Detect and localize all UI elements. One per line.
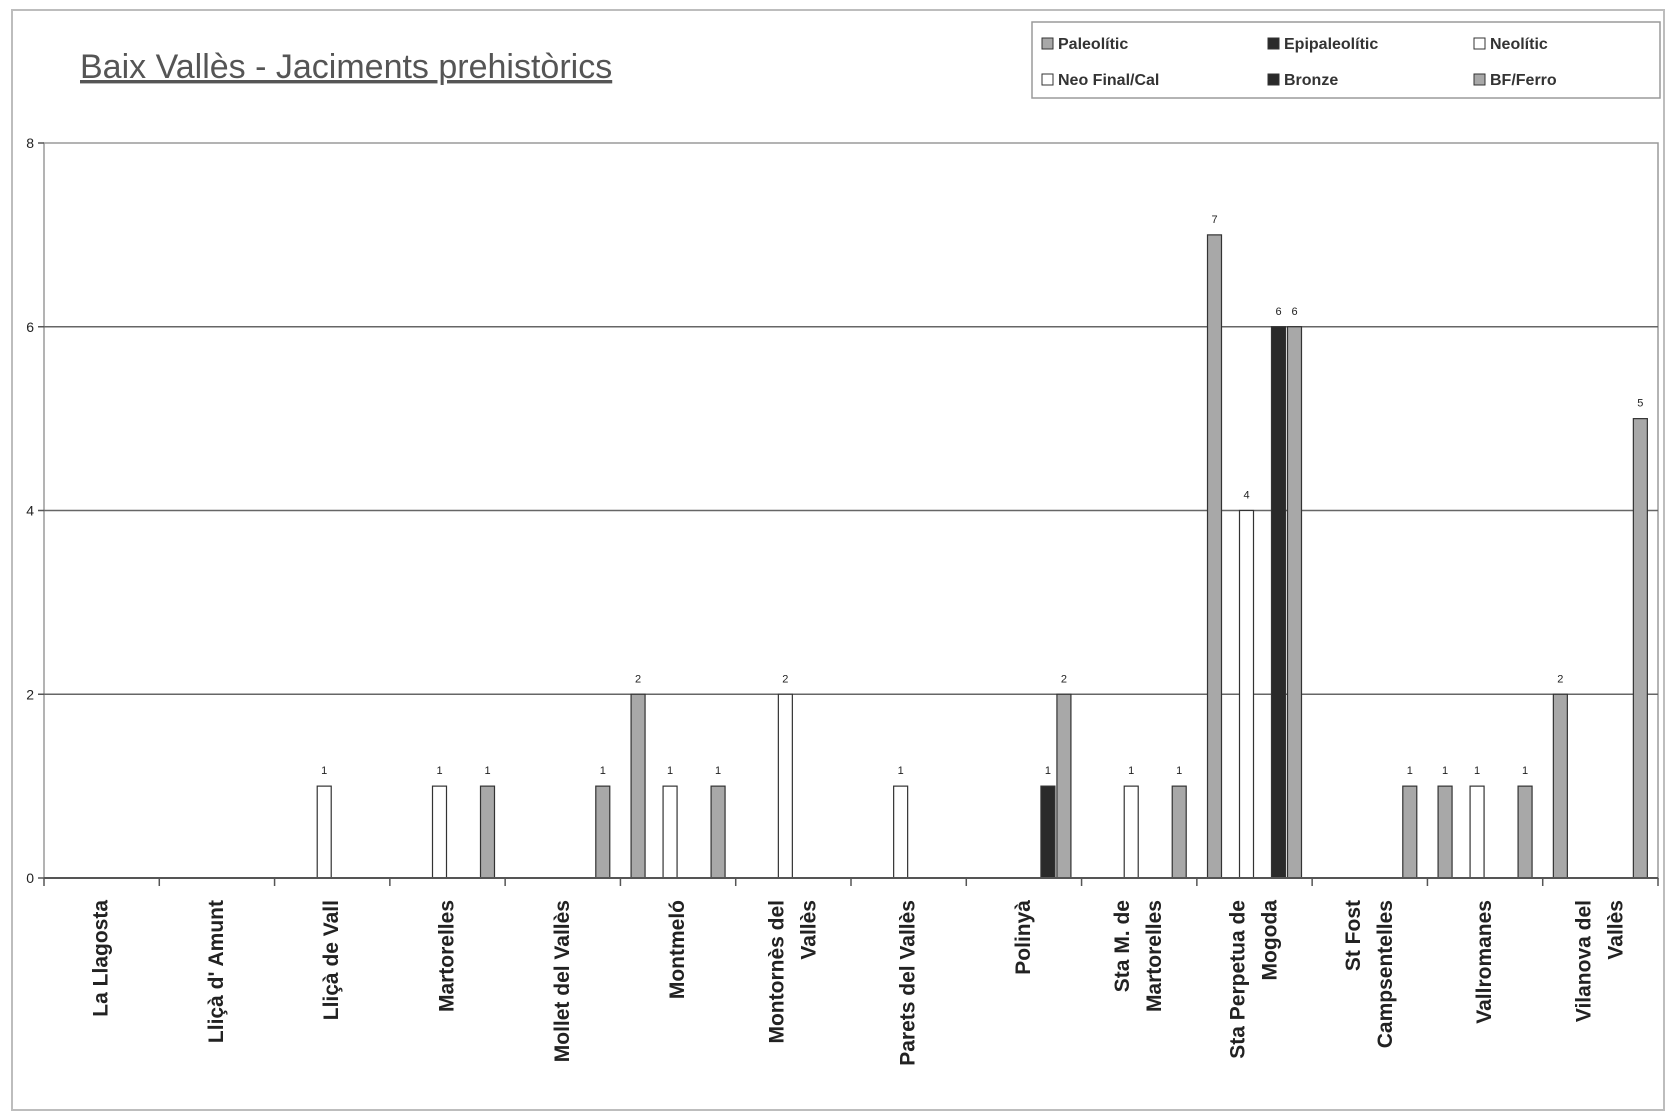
- value-label-2-9: 1: [1128, 765, 1134, 777]
- legend-swatch-4: [1267, 73, 1280, 86]
- value-label-5-3: 1: [484, 765, 490, 777]
- legend-swatch-1: [1267, 37, 1280, 50]
- legend-swatch-0: [1041, 37, 1054, 50]
- value-label-2-7: 1: [898, 765, 904, 777]
- value-label-2-3: 1: [436, 765, 442, 777]
- legend-label-5: BF/Ferro: [1490, 72, 1557, 89]
- y-tick-label-6: 6: [26, 319, 34, 335]
- category-label-4-0: Mollet del Vallès: [551, 900, 574, 1062]
- bar-0-12: [1437, 785, 1453, 879]
- bar-4-10: [1270, 326, 1287, 879]
- bar-5-3: [479, 785, 496, 879]
- legend-swatch-2: [1473, 37, 1486, 50]
- category-label-1-0: Lliçà d' Amunt: [205, 900, 228, 1043]
- category-label-8-0: Polinyà: [1012, 900, 1035, 975]
- value-label-4-8: 1: [1045, 765, 1051, 777]
- value-label-0-10: 7: [1211, 214, 1217, 226]
- legend-label-0: Paleolític: [1058, 36, 1128, 53]
- bar-5-10: [1286, 326, 1303, 879]
- category-label-12-0: Vallromanes: [1473, 900, 1496, 1024]
- bar-5-4: [595, 785, 611, 879]
- category-label-10-0: Sta Perpetua de: [1227, 900, 1250, 1059]
- value-label-0-12: 1: [1442, 765, 1448, 777]
- y-tick-label-4: 4: [26, 503, 34, 519]
- category-label-10-1: Mogoda: [1259, 900, 1282, 981]
- legend: Paleolític Epipaleolític Neolític Neo Final…: [1031, 21, 1661, 99]
- legend-box: [1031, 21, 1661, 99]
- legend-label-1: Epipaleolític: [1284, 36, 1378, 53]
- bar-2-5: [662, 785, 678, 879]
- bar-2-9: [1123, 785, 1139, 879]
- legend-swatch-5: [1473, 73, 1486, 86]
- category-label-13-0: Vilanova del: [1572, 900, 1595, 1022]
- legend-label-3: Neo Final/Cal: [1058, 72, 1159, 89]
- category-label-13-1: Vallès: [1604, 900, 1627, 960]
- value-label-2-5: 1: [667, 765, 673, 777]
- bar-5-9: [1171, 785, 1187, 879]
- legend-label-4: Bronze: [1284, 72, 1338, 89]
- value-label-5-4: 1: [600, 765, 606, 777]
- value-label-5-12: 1: [1522, 765, 1528, 777]
- legend-label-2: Neolític: [1490, 36, 1548, 53]
- value-label-2-10: 4: [1243, 490, 1249, 502]
- category-label-2-0: Lliçà de Vall: [320, 900, 343, 1020]
- chart-title: Baix Vallès - Jaciments prehistòrics: [80, 48, 612, 86]
- bar-4-8: [1040, 785, 1056, 879]
- bar-2-6: [777, 693, 793, 879]
- value-label-5-9: 1: [1176, 765, 1182, 777]
- legend-swatch-3: [1041, 73, 1054, 86]
- category-label-7-0: Parets del Vallès: [897, 900, 920, 1066]
- category-label-3-0: Martorelles: [436, 900, 459, 1012]
- value-label-5-5: 1: [715, 765, 721, 777]
- category-label-9-1: Martorelles: [1143, 900, 1166, 1012]
- value-label-2-2: 1: [321, 765, 327, 777]
- bar-5-12: [1517, 785, 1533, 879]
- bar-0-5: [630, 693, 646, 879]
- value-label-0-5: 2: [635, 673, 641, 685]
- value-label-2-12: 1: [1474, 765, 1480, 777]
- category-label-6-1: Vallès: [797, 900, 820, 960]
- category-label-5-0: Montmeló: [666, 900, 689, 999]
- y-tick-label-0: 0: [26, 870, 34, 886]
- y-tick-label-2: 2: [26, 686, 34, 702]
- bar-2-2: [316, 785, 332, 879]
- value-label-0-13: 2: [1557, 673, 1563, 685]
- bar-2-10: [1238, 509, 1255, 879]
- value-label-5-10: 6: [1291, 306, 1297, 318]
- bar-5-8: [1056, 693, 1072, 879]
- value-label-5-8: 2: [1061, 673, 1067, 685]
- bar-2-7: [893, 785, 909, 879]
- bar-2-3: [431, 785, 448, 879]
- category-label-9-0: Sta M. de: [1111, 900, 1134, 992]
- category-label-0-0: La Llagosta: [90, 900, 113, 1017]
- value-label-4-10: 6: [1275, 306, 1281, 318]
- bar-0-10: [1206, 234, 1223, 879]
- category-label-11-0: St Fost: [1342, 900, 1365, 971]
- bar-2-12: [1469, 785, 1485, 879]
- category-label-11-1: Campsentelles: [1374, 900, 1397, 1048]
- bar-5-11: [1402, 785, 1418, 879]
- value-label-2-6: 2: [782, 673, 788, 685]
- y-tick-label-8: 8: [26, 135, 34, 151]
- value-label-5-13: 5: [1637, 398, 1643, 410]
- bar-0-13: [1552, 693, 1568, 879]
- value-label-5-11: 1: [1407, 765, 1413, 777]
- bar-5-5: [710, 785, 726, 879]
- category-label-6-0: Montornès del: [765, 900, 788, 1044]
- bar-5-13: [1632, 418, 1648, 879]
